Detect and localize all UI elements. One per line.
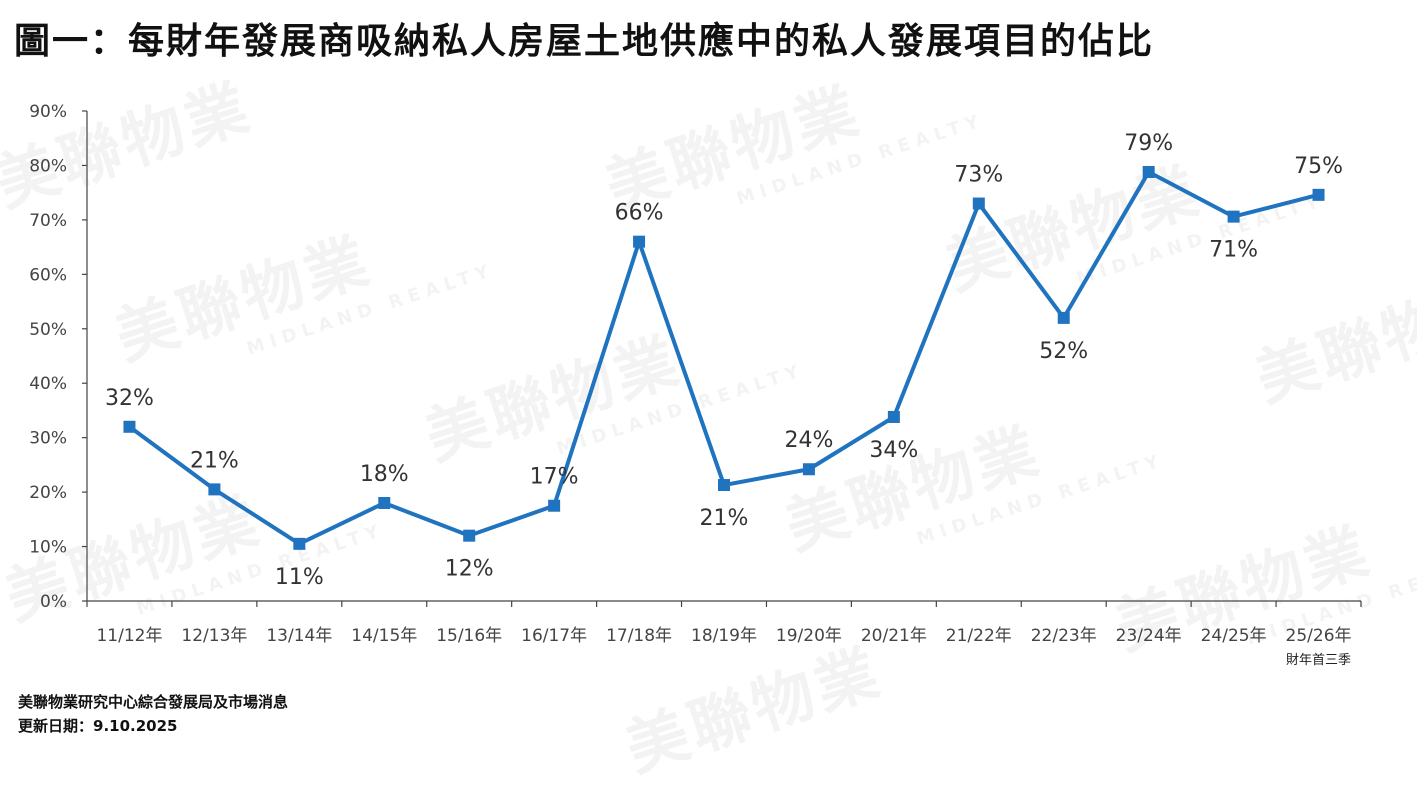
x-tick-label: 21/22年 [946,626,1012,646]
data-point [802,463,815,476]
data-label: 24% [784,428,833,453]
x-tick-label: 12/13年 [181,626,247,646]
line-chart: 0% 10% 20% 30% 40% 50% 60% 70% 80% 90% 11/12年 12/1… [29,102,1362,668]
x-tick-label: 17/18年 [606,626,672,646]
data-labels: 32% 21% 11% 18% 12% 17% 66% 21% 24% 34% 73% 52% 79% 7… [105,131,1343,590]
data-label: 32% [105,386,154,411]
x-tick-label: 19/20年 [776,626,842,646]
data-point [548,499,561,512]
y-tick-label: 30% [29,429,67,449]
data-point [887,410,900,423]
data-point [123,420,136,433]
y-tick-label: 10% [29,538,67,558]
data-point [1057,311,1070,324]
data-point [293,537,306,550]
x-tick-label: 24/25年 [1201,626,1267,646]
data-label: 34% [869,438,918,463]
y-tick-label: 70% [29,211,67,231]
x-tick-label: 13/14年 [266,626,332,646]
y-axis: 0% 10% 20% 30% 40% 50% 60% 70% 80% 90% [29,102,88,612]
y-tick-label: 50% [29,320,67,340]
data-point [378,497,391,509]
data-label: 75% [1294,154,1343,179]
data-point [972,197,985,210]
x-tick-label: 23/24年 [1116,626,1182,646]
x-axis: 11/12年 12/13年 13/14年 14/15年 15/16年 16/17年 17/1… [86,600,1362,668]
y-tick-label: 80% [29,156,67,176]
y-tick-label: 90% [29,102,67,122]
data-label: 11% [275,565,324,590]
data-label: 71% [1209,238,1258,263]
data-label: 17% [530,465,579,490]
page-title: 圖一：每財年發展商吸納私人房屋土地供應中的私人發展項目的佔比 [14,21,1155,62]
x-tick-label: 15/16年 [436,626,502,646]
data-label: 12% [445,557,494,582]
data-point [633,235,646,248]
data-label: 21% [190,448,239,473]
x-axis-note: 財年首三季 [1286,653,1351,668]
data-point [1312,188,1325,201]
x-tick-label: 25/26年 [1286,626,1352,646]
update-date: 更新日期：9.10.2025 [18,717,178,735]
x-tick-label: 22/23年 [1031,626,1097,646]
source-note: 美聯物業研究中心綜合發展局及市場消息 [18,693,289,711]
data-point [208,483,221,496]
data-label: 66% [615,201,664,226]
x-tick-label: 14/15年 [351,626,417,646]
data-point [463,529,476,542]
data-label: 52% [1039,339,1088,364]
x-tick-label: 11/12年 [96,626,162,646]
data-label: 79% [1124,131,1173,156]
data-point [718,479,730,492]
data-point [1142,165,1155,178]
data-label: 18% [360,462,409,487]
y-tick-label: 60% [29,265,67,285]
x-tick-label: 16/17年 [521,626,587,646]
data-point [1227,210,1240,223]
y-tick-label: 40% [29,374,67,394]
series [123,165,1325,550]
y-tick-label: 20% [29,483,67,503]
data-label: 73% [954,163,1003,188]
y-tick-label: 0% [40,592,67,612]
x-tick-label: 18/19年 [691,626,757,646]
x-tick-label: 20/21年 [861,626,927,646]
data-label: 21% [700,506,749,531]
